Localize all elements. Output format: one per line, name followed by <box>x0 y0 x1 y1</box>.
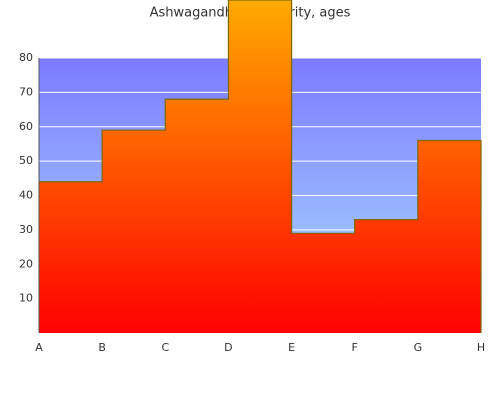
step-outline <box>39 0 482 234</box>
y-tick-label: 20 <box>19 257 33 270</box>
step-area <box>354 219 419 333</box>
y-tick-label: 70 <box>19 85 33 98</box>
x-tick-label: B <box>98 341 106 354</box>
x-tick-label: F <box>352 341 358 354</box>
y-tick-label: 30 <box>19 223 33 236</box>
step-area <box>228 0 293 333</box>
x-tick-label: A <box>35 341 43 354</box>
y-tick-label: 60 <box>19 120 33 133</box>
y-tick-label: 10 <box>19 292 33 305</box>
step-area <box>291 233 356 333</box>
y-tick-label: 50 <box>19 154 33 167</box>
step-area <box>39 181 103 333</box>
x-tick-label: G <box>414 341 423 354</box>
x-tick-label: D <box>224 341 232 354</box>
x-tick-label: C <box>161 341 169 354</box>
y-tick-label: 40 <box>19 189 33 202</box>
step-area <box>102 130 166 333</box>
x-tick-label: E <box>288 341 295 354</box>
step-area <box>417 140 482 333</box>
step-area <box>165 99 229 333</box>
y-tick-label: 80 <box>19 51 33 64</box>
x-tick-label: H <box>477 341 485 354</box>
